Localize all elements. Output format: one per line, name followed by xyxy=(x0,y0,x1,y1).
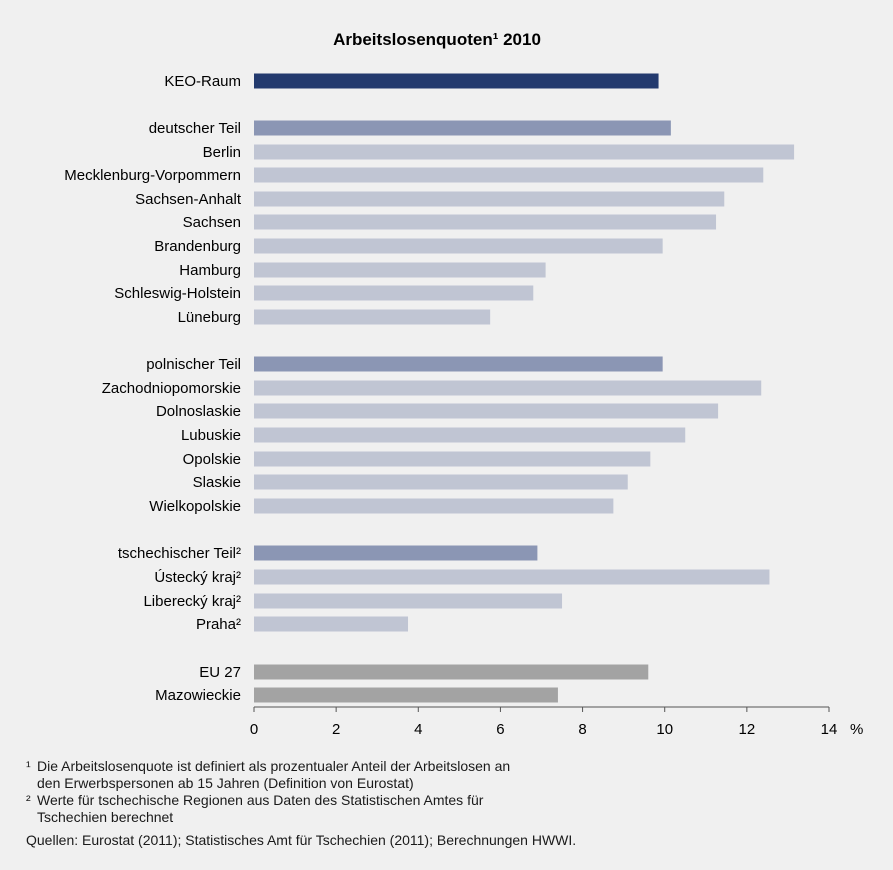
label-brandenburg: Brandenburg xyxy=(154,238,241,255)
x-axis-ticks: 0 2 4 6 8 10 12 14 xyxy=(250,707,838,738)
bar-ustecky-kraj xyxy=(254,569,770,585)
bar-opolskie xyxy=(254,451,651,467)
label-keo-raum: KEO-Raum xyxy=(164,73,241,90)
label-polnischer-teil: polnischer Teil xyxy=(146,356,241,373)
label-ustecky-kraj: Ústecký kraj² xyxy=(154,569,241,586)
label-dolnoslaskie: Dolnoslaskie xyxy=(156,403,241,420)
label-berlin: Berlin xyxy=(203,144,241,161)
bar-tschechischer-teil xyxy=(254,545,538,561)
category-labels: KEO-Raum deutscher Teil Berlin Mecklenburg-… xyxy=(64,73,242,704)
bar-keo-raum xyxy=(254,73,659,89)
x-tick-label-10: 10 xyxy=(656,721,673,738)
bar-wielkopolskie xyxy=(254,498,614,514)
bar-luneburg xyxy=(254,309,491,325)
bar-hamburg xyxy=(254,262,546,278)
footnote-1-line-2: den Erwerbspersonen ab 15 Jahren (Defini… xyxy=(37,775,414,791)
bar-praha xyxy=(254,616,409,632)
bar-sachsen-anhalt xyxy=(254,191,725,207)
x-tick-label-0: 0 xyxy=(250,721,258,738)
footnote-2: ² Werte für tschechische Regionen aus Da… xyxy=(26,792,876,826)
label-schleswig-holstein: Schleswig-Holstein xyxy=(114,285,241,302)
bar-zachodniopomorskie xyxy=(254,380,762,396)
footnote-2-line-1: Werte für tschechische Regionen aus Date… xyxy=(37,792,484,808)
label-praha: Praha² xyxy=(196,616,241,633)
label-deutscher-teil: deutscher Teil xyxy=(149,120,241,137)
label-sachsen-anhalt: Sachsen-Anhalt xyxy=(135,191,242,208)
x-tick-label-6: 6 xyxy=(496,721,504,738)
label-tschechischer-teil: tschechischer Teil² xyxy=(118,545,241,562)
x-tick-label-12: 12 xyxy=(739,721,756,738)
bar-sachsen xyxy=(254,214,717,230)
x-tick-label-2: 2 xyxy=(332,721,340,738)
bar-mecklenburg-vorpommern xyxy=(254,167,764,183)
bar-slaskie xyxy=(254,474,628,490)
bar-liberecky-kraj xyxy=(254,593,563,609)
bar-schleswig-holstein xyxy=(254,285,534,301)
source-note: Quellen: Eurostat (2011); Statistisches … xyxy=(26,832,577,848)
label-lubuskie: Lubuskie xyxy=(181,427,241,444)
chart-title: Arbeitslosenquoten¹ 2010 xyxy=(333,30,541,49)
footnotes: ¹ Die Arbeitslosenquote ist definiert al… xyxy=(26,758,876,849)
bar-deutscher-teil xyxy=(254,120,671,136)
x-tick-label-8: 8 xyxy=(578,721,586,738)
label-opolskie: Opolskie xyxy=(183,451,241,468)
footnote-2-mark: ² xyxy=(26,792,31,808)
bar-group xyxy=(254,73,795,703)
x-axis-unit: % xyxy=(850,721,863,738)
bar-brandenburg xyxy=(254,238,663,254)
footnote-1-line-1: Die Arbeitslosenquote ist definiert als … xyxy=(37,758,511,774)
footnote-1-mark: ¹ xyxy=(26,758,31,774)
bar-dolnoslaskie xyxy=(254,403,719,419)
footnote-1: ¹ Die Arbeitslosenquote ist definiert al… xyxy=(26,758,876,792)
label-mecklenburg-vorpommern: Mecklenburg-Vorpommern xyxy=(64,167,241,184)
bar-berlin xyxy=(254,144,795,160)
chart: Arbeitslosenquoten¹ 2010 KEO-Raum deutsch… xyxy=(64,30,863,738)
label-wielkopolskie: Wielkopolskie xyxy=(149,498,241,515)
label-sachsen: Sachsen xyxy=(183,214,241,231)
label-mazowieckie: Mazowieckie xyxy=(155,687,241,704)
label-slaskie: Slaskie xyxy=(193,474,241,491)
bar-mazowieckie xyxy=(254,687,558,703)
bar-eu-27 xyxy=(254,664,649,680)
label-luneburg: Lüneburg xyxy=(178,309,241,326)
x-tick-label-14: 14 xyxy=(821,721,838,738)
bar-polnischer-teil xyxy=(254,356,663,372)
bar-lubuskie xyxy=(254,427,686,443)
footnote-2-line-2: Tschechien berechnet xyxy=(37,809,174,825)
x-tick-label-4: 4 xyxy=(414,721,422,738)
label-zachodniopomorskie: Zachodniopomorskie xyxy=(102,380,241,397)
label-hamburg: Hamburg xyxy=(179,262,241,279)
label-liberecky-kraj: Liberecký kraj² xyxy=(143,593,241,610)
label-eu-27: EU 27 xyxy=(199,664,241,681)
